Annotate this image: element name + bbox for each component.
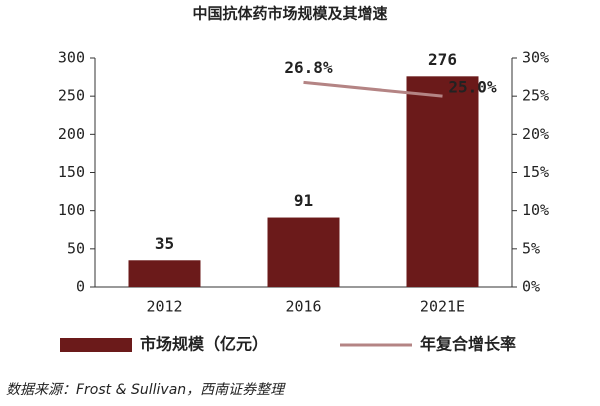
y2-tick-label: 0%: [522, 278, 540, 296]
bar: [406, 76, 479, 287]
y2-tick-label: 5%: [522, 239, 540, 257]
x-tick-label: 2021E: [420, 298, 465, 316]
legend-label: 年复合增长率: [420, 335, 516, 354]
y2-tick-label: 25%: [522, 87, 549, 105]
y2-tick-label: 15%: [522, 163, 549, 181]
y2-tick-label: 20%: [522, 125, 549, 143]
y2-tick-label: 10%: [522, 201, 549, 219]
bar: [267, 217, 340, 287]
x-tick-label: 2016: [285, 298, 321, 316]
y-tick-label: 250: [58, 87, 85, 105]
source-note: 数据来源：Frost & Sullivan，西南证券整理: [6, 382, 286, 398]
y-tick-label: 200: [58, 125, 85, 143]
y-tick-label: 100: [58, 201, 85, 219]
bar: [128, 260, 201, 287]
y-tick-label: 50: [67, 239, 85, 257]
y-tick-label: 0: [76, 278, 85, 296]
x-tick-label: 2012: [146, 298, 182, 316]
bar-value-label: 276: [428, 50, 457, 69]
bar-value-label: 91: [294, 191, 313, 210]
y-tick-label: 300: [58, 49, 85, 67]
bar-value-label: 35: [155, 234, 174, 253]
line-value-label: 26.8%: [284, 58, 333, 77]
legend-swatch: [60, 338, 132, 352]
line-series: [303, 80, 443, 98]
legend-label: 市场规模（亿元）: [140, 335, 268, 354]
y-tick-label: 150: [58, 163, 85, 181]
y2-tick-label: 30%: [522, 49, 549, 67]
line-value-label: 25.0%: [448, 78, 497, 97]
chart-title: 中国抗体药市场规模及其增速: [192, 5, 387, 23]
